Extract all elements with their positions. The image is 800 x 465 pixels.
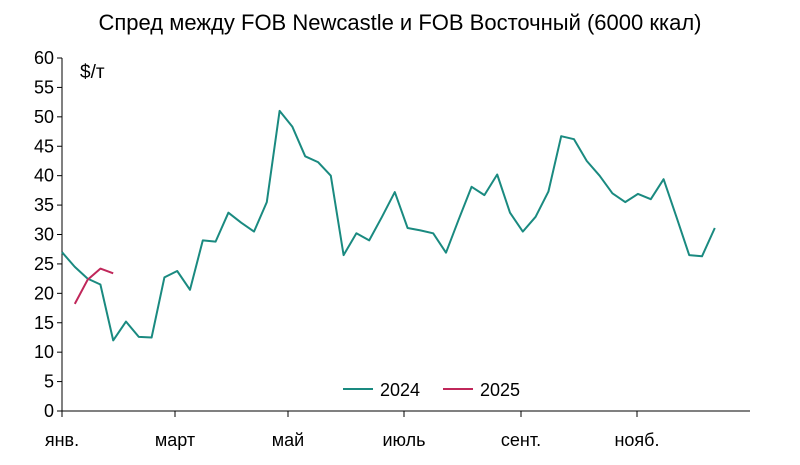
y-tick-label: 45 <box>34 136 54 156</box>
series-line-2024 <box>61 109 716 342</box>
chart-title: Спред между FOB Newcastle и FOB Восточны… <box>98 10 702 35</box>
legend-label-2025: 2025 <box>480 380 520 400</box>
x-tick-label: март <box>155 430 195 450</box>
y-tick-label: 5 <box>44 372 54 392</box>
y-tick-label: 20 <box>34 283 54 303</box>
x-tick-label: май <box>272 430 304 450</box>
y-unit-label: $/т <box>80 62 105 83</box>
y-tick-label: 0 <box>44 401 54 421</box>
x-tick-label: нояб. <box>614 430 659 450</box>
x-tick-label: янв. <box>45 430 79 450</box>
y-tick-label: 25 <box>34 254 54 274</box>
y-tick-label: 10 <box>34 342 54 362</box>
y-tick-label: 50 <box>34 107 54 127</box>
legend-label-2024: 2024 <box>380 380 420 400</box>
x-tick-label: июль <box>382 430 425 450</box>
series-line-2025 <box>73 267 114 305</box>
y-tick-label: 40 <box>34 166 54 186</box>
y-tick-label: 60 <box>34 48 54 68</box>
y-tick-label: 15 <box>34 313 54 333</box>
y-tick-label: 35 <box>34 195 54 215</box>
y-tick-label: 55 <box>34 77 54 97</box>
x-tick-label: сент. <box>501 430 541 450</box>
y-tick-label: 30 <box>34 225 54 245</box>
